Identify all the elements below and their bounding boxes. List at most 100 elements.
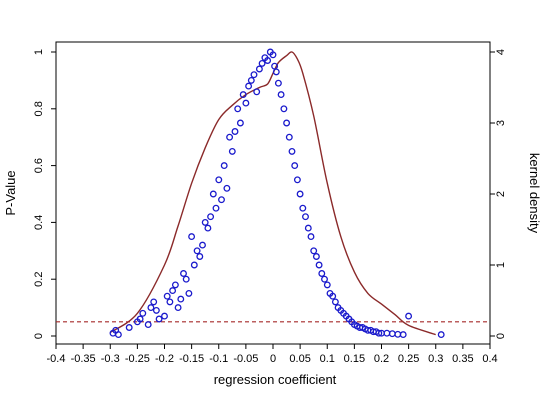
scatter-point — [245, 82, 253, 90]
scatter-point — [291, 162, 299, 170]
scatter-point — [312, 253, 320, 260]
kde-group — [109, 51, 436, 336]
y2-tick-label: 1 — [495, 262, 507, 268]
x-tick-label: 0.25 — [398, 353, 419, 365]
scatter-point — [215, 176, 223, 184]
scatter-point — [269, 51, 277, 59]
x-tick-label: 0.3 — [428, 353, 443, 365]
scatter-point — [125, 324, 133, 331]
scatter-point — [218, 196, 225, 204]
x-tick-label: -0.1 — [209, 353, 228, 365]
scatter-point — [293, 176, 301, 184]
scatter-point — [272, 68, 280, 76]
scatter-point — [253, 88, 261, 96]
scatter-point — [147, 304, 155, 312]
scatter-point — [329, 292, 337, 300]
scatter-point — [177, 295, 185, 303]
y-tick-label: 0.2 — [33, 272, 45, 287]
x-tick-label: -0.35 — [71, 353, 96, 365]
scatter-point — [234, 105, 242, 113]
scatter-point — [239, 91, 247, 99]
scatter-point — [193, 247, 201, 255]
y-axis-title: P-Value — [3, 170, 18, 215]
scatter-point — [299, 204, 307, 212]
kde-curve — [109, 51, 436, 336]
scatter-point — [228, 147, 236, 155]
x-tick-label: 0 — [270, 353, 276, 365]
scatter-point — [296, 190, 304, 198]
scatter-point — [161, 312, 168, 320]
scatter-point — [255, 65, 263, 73]
x-tick-label: -0.25 — [125, 353, 150, 365]
scatter-point — [250, 71, 258, 79]
scatter-point — [274, 79, 282, 87]
scatter-point — [169, 287, 177, 295]
x-tick-label: 0.05 — [289, 353, 310, 365]
scatter-point — [247, 76, 255, 84]
y-tick-label: 0.8 — [33, 101, 45, 116]
scatter-point — [136, 315, 144, 323]
scatter-point — [437, 331, 445, 339]
scatter-point — [174, 304, 182, 312]
scatter-point — [223, 184, 231, 192]
scatter-point — [304, 224, 312, 232]
scatter-point — [152, 306, 160, 314]
scatter-point — [307, 233, 315, 241]
scatter-point — [220, 162, 228, 170]
scatter-point — [207, 213, 215, 221]
scatter-point — [185, 289, 193, 297]
scatter-point — [231, 128, 239, 135]
scatter-point — [375, 329, 383, 337]
x-tick-label: 0.2 — [374, 353, 389, 365]
scatter-point — [323, 281, 331, 289]
x-tick-label: -0.05 — [233, 353, 258, 365]
scatter-point — [283, 119, 291, 127]
scatter-point — [280, 105, 288, 113]
scatter-point — [405, 312, 413, 320]
x-axis-title: regression coefficient — [214, 372, 337, 387]
x-tick-label: -0.2 — [155, 353, 174, 365]
y2-tick-label: 2 — [495, 191, 507, 197]
scatter-point — [190, 261, 198, 269]
y-tick-label: 1 — [33, 49, 45, 55]
scatter-point — [318, 270, 326, 277]
x-tick-label: 0.35 — [452, 353, 473, 365]
scatter-point — [236, 119, 244, 127]
tick-labels-group: -0.4 -0.35 -0.3 -0.25 -0.2 -0.15 -0.1 -0.05 0 0.0… — [33, 49, 507, 365]
scatter-point — [163, 292, 171, 300]
scatter-point — [155, 315, 163, 323]
x-tick-label: -0.4 — [47, 353, 66, 365]
scatter-point — [277, 91, 285, 99]
scatter-point — [144, 321, 152, 329]
scatter-point — [150, 298, 158, 306]
scatter-point — [139, 309, 147, 317]
scatter-point — [310, 247, 318, 255]
scatter-point — [288, 147, 296, 155]
scatter-point — [188, 233, 196, 241]
scatter-point — [196, 253, 204, 260]
x-tick-label: -0.15 — [179, 353, 204, 365]
axes-group — [51, 41, 495, 349]
y-tick-label: 0.6 — [33, 158, 45, 173]
y2-axis-title: kernel density — [527, 153, 542, 234]
scatter-point — [209, 190, 217, 198]
scatter-point — [399, 331, 407, 339]
x-tick-label: 0.15 — [344, 353, 365, 365]
scatter-point — [201, 218, 209, 226]
scatter-point — [166, 298, 174, 306]
y-tick-label: 0.4 — [33, 215, 45, 230]
scatter-point — [226, 133, 234, 141]
scatter-point — [331, 298, 339, 306]
scatter-point — [321, 275, 328, 283]
scatter-point — [204, 224, 212, 232]
scatter-point — [212, 204, 220, 212]
scatter-point — [182, 275, 190, 283]
scatter-point — [242, 99, 250, 107]
scatter-point — [199, 241, 206, 249]
scatter-point — [180, 270, 187, 277]
scatter-point — [285, 133, 293, 141]
scatter-points-group — [109, 48, 445, 339]
y2-tick-label: 3 — [495, 120, 507, 126]
